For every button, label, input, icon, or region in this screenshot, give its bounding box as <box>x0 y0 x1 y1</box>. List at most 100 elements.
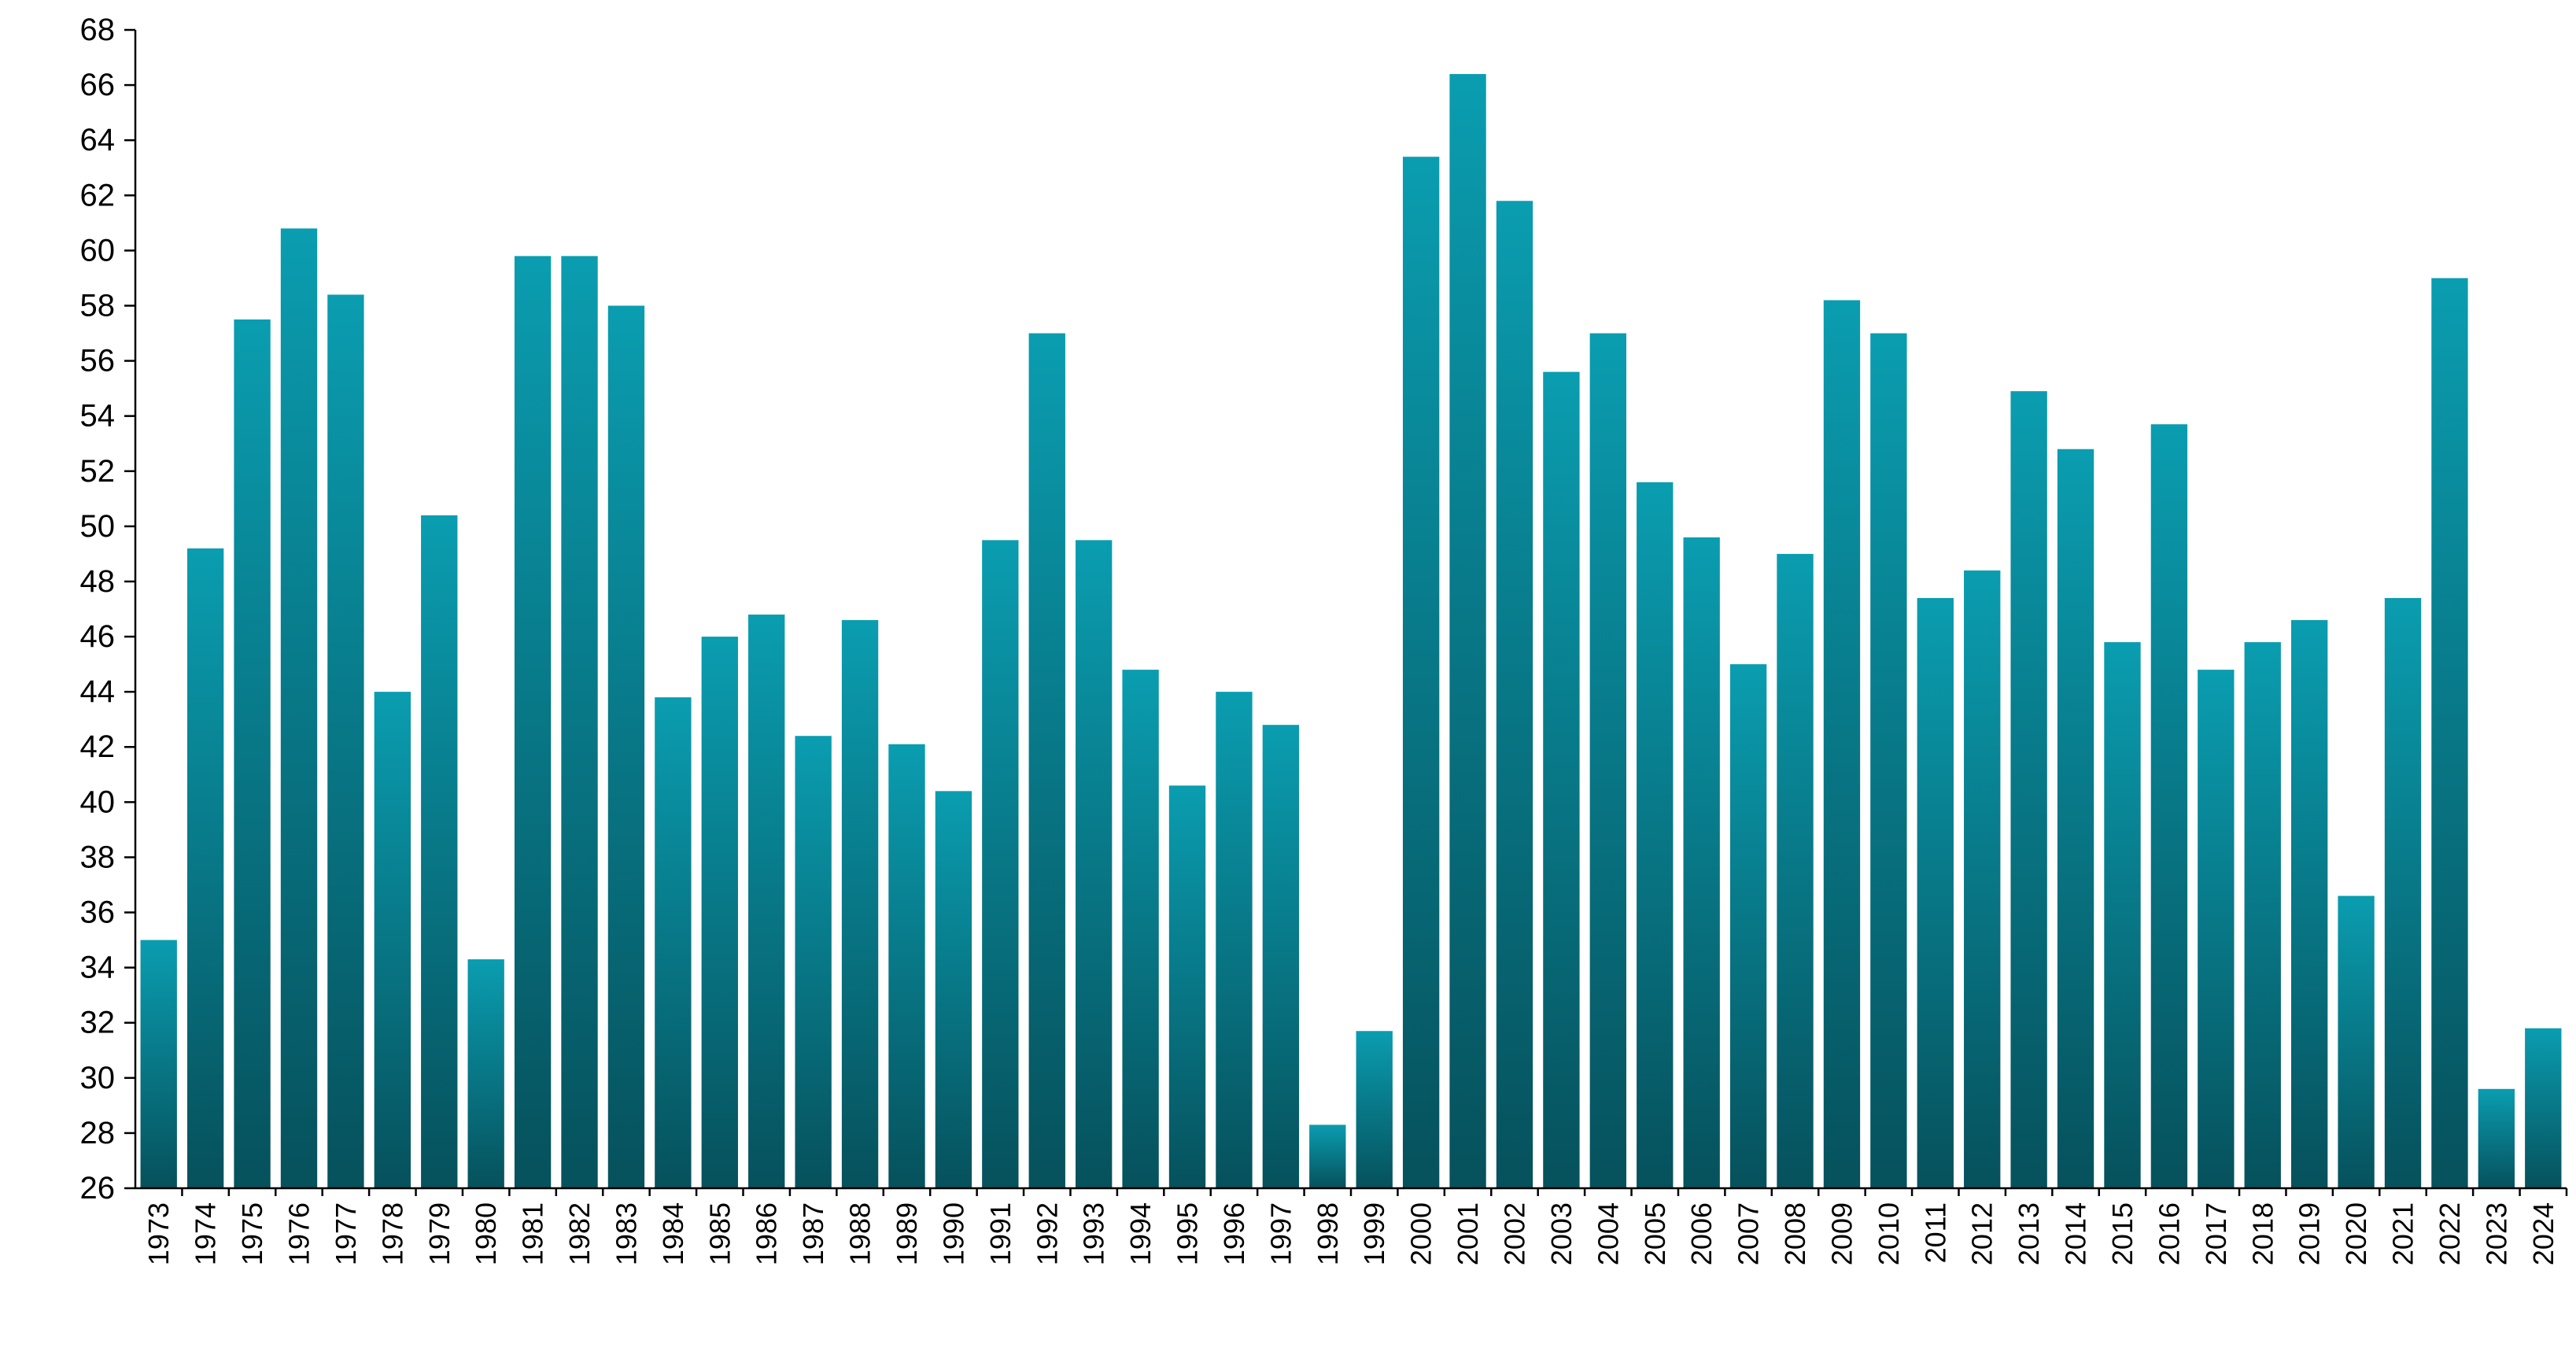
y-tick-label-44: 44 <box>80 674 116 709</box>
x-tick-label-1988: 1988 <box>844 1202 877 1265</box>
x-tick-label-2009: 2009 <box>1825 1202 1858 1265</box>
x-tick-label-1975: 1975 <box>236 1202 268 1265</box>
x-tick-label-2005: 2005 <box>1639 1202 1671 1265</box>
bar-2024 <box>2525 1028 2562 1188</box>
x-tick-label-2006: 2006 <box>1685 1202 1718 1265</box>
bar-1995 <box>1168 785 1206 1188</box>
bar-1989 <box>888 744 925 1188</box>
bar-2011 <box>1917 597 1954 1188</box>
x-tick-label-1982: 1982 <box>563 1202 596 1265</box>
x-tick-label-2013: 2013 <box>2013 1202 2045 1265</box>
y-tick-label-34: 34 <box>80 951 116 985</box>
y-tick-label-36: 36 <box>80 895 116 930</box>
x-tick-label-1993: 1993 <box>1078 1202 1110 1265</box>
x-tick-label-2023: 2023 <box>2480 1202 2512 1265</box>
bar-2004 <box>1589 333 1626 1188</box>
x-tick-label-2024: 2024 <box>2527 1202 2559 1265</box>
x-tick-label-1973: 1973 <box>142 1202 175 1265</box>
bar-2021 <box>2384 597 2422 1188</box>
bar-2017 <box>2198 670 2235 1188</box>
x-tick-label-2019: 2019 <box>2294 1202 2326 1265</box>
bar-1980 <box>467 959 504 1188</box>
y-tick-label-28: 28 <box>80 1116 116 1150</box>
x-tick-label-1980: 1980 <box>470 1202 502 1265</box>
bar-2003 <box>1543 371 1580 1189</box>
x-tick-label-1974: 1974 <box>190 1202 222 1265</box>
x-tick-label-1995: 1995 <box>1172 1202 1204 1265</box>
bar-2005 <box>1637 482 1674 1188</box>
y-tick-label-26: 26 <box>80 1171 116 1206</box>
x-tick-label-2008: 2008 <box>1779 1202 1811 1265</box>
bar-2009 <box>1823 300 1861 1189</box>
x-tick-label-1985: 1985 <box>703 1202 736 1265</box>
bar-2000 <box>1402 157 1440 1189</box>
x-tick-label-2004: 2004 <box>1592 1202 1624 1265</box>
bar-2013 <box>2010 391 2047 1188</box>
x-tick-label-1999: 1999 <box>1358 1202 1390 1265</box>
bar-1976 <box>280 228 318 1189</box>
bar-1994 <box>1122 670 1159 1188</box>
x-tick-label-2001: 2001 <box>1452 1202 1484 1265</box>
bar-1999 <box>1356 1031 1393 1188</box>
bar-2014 <box>2057 449 2094 1188</box>
bar-1986 <box>748 615 785 1188</box>
x-tick-label-1992: 1992 <box>1031 1202 1063 1265</box>
x-tick-label-2016: 2016 <box>2153 1202 2185 1265</box>
bar-2020 <box>2338 895 2375 1188</box>
x-tick-label-2017: 2017 <box>2200 1202 2232 1265</box>
y-tick-label-38: 38 <box>80 840 116 874</box>
bar-1974 <box>186 548 224 1188</box>
bar-1973 <box>140 940 177 1188</box>
x-tick-label-2011: 2011 <box>1919 1202 1951 1263</box>
bar-1997 <box>1262 725 1300 1188</box>
bar-2010 <box>1870 333 1907 1188</box>
bar-2022 <box>2431 278 2468 1189</box>
x-tick-label-2002: 2002 <box>1498 1202 1530 1265</box>
y-tick-label-52: 52 <box>80 454 116 489</box>
bar-2023 <box>2478 1088 2515 1188</box>
x-tick-label-1981: 1981 <box>517 1202 549 1265</box>
x-tick-label-1984: 1984 <box>657 1202 689 1265</box>
x-tick-label-1997: 1997 <box>1264 1202 1297 1265</box>
x-tick-label-2021: 2021 <box>2387 1202 2419 1265</box>
x-tick-label-2022: 2022 <box>2434 1202 2466 1265</box>
bar-2006 <box>1683 537 1720 1188</box>
x-tick-label-1989: 1989 <box>891 1202 923 1265</box>
bar-1987 <box>795 736 832 1188</box>
x-tick-label-2000: 2000 <box>1405 1202 1437 1265</box>
bar-2001 <box>1449 74 1486 1189</box>
bar-2016 <box>2150 424 2188 1188</box>
bar-1982 <box>561 256 598 1188</box>
bar-2015 <box>2104 642 2141 1188</box>
bar-2007 <box>1729 664 1767 1188</box>
bar-2019 <box>2291 620 2328 1188</box>
x-tick-label-2015: 2015 <box>2106 1202 2139 1265</box>
bar-1977 <box>327 294 364 1189</box>
x-tick-label-1977: 1977 <box>330 1202 362 1265</box>
bar-1985 <box>701 637 738 1188</box>
y-tick-label-30: 30 <box>80 1061 116 1095</box>
x-tick-label-1983: 1983 <box>610 1202 642 1265</box>
x-tick-label-1996: 1996 <box>1218 1202 1250 1265</box>
y-tick-label-50: 50 <box>80 509 116 544</box>
x-tick-label-1994: 1994 <box>1124 1202 1157 1265</box>
bar-1978 <box>374 692 411 1188</box>
y-tick-label-40: 40 <box>80 785 116 819</box>
bar-1993 <box>1076 540 1113 1188</box>
y-axis-ticks: 26 28 30 32 34 36 38 40 42 44 46 48 50 52 54 56 58 60 62 64… <box>80 13 135 1206</box>
bars-group <box>140 74 2562 1189</box>
bar-2002 <box>1496 201 1533 1188</box>
bar-2018 <box>2244 642 2281 1188</box>
bar-1998 <box>1309 1124 1346 1188</box>
bar-1992 <box>1028 333 1065 1188</box>
bar-1984 <box>655 697 692 1188</box>
y-tick-label-32: 32 <box>80 1006 116 1040</box>
y-tick-label-56: 56 <box>80 344 116 379</box>
x-tick-label-2012: 2012 <box>1966 1202 1998 1265</box>
x-tick-label-1998: 1998 <box>1312 1202 1344 1265</box>
bar-2008 <box>1777 553 1814 1188</box>
y-tick-label-64: 64 <box>80 123 116 157</box>
y-tick-label-60: 60 <box>80 233 116 268</box>
x-tick-label-2007: 2007 <box>1733 1202 1765 1265</box>
